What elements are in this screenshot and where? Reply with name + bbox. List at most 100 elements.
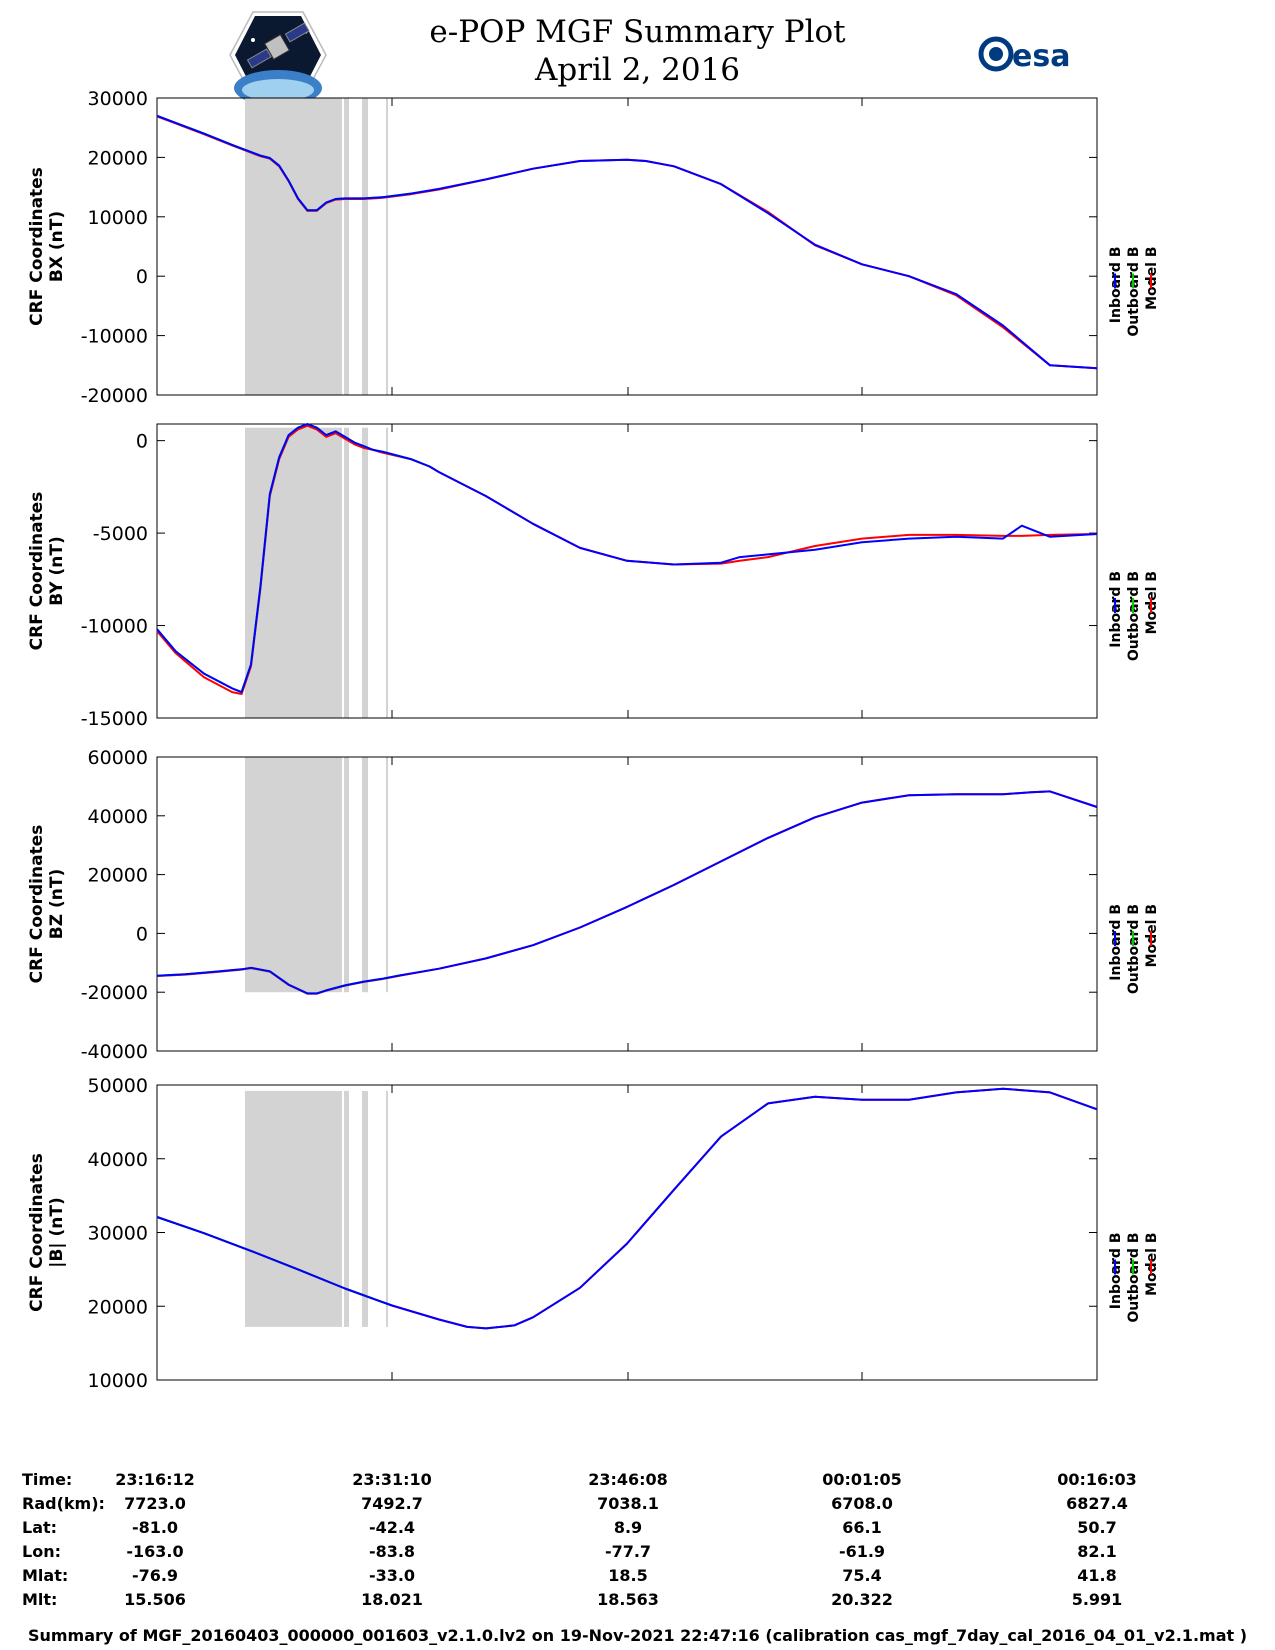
ephemeris-value: 00:01:05 (822, 1470, 902, 1489)
ephemeris-value: 00:16:03 (1057, 1470, 1137, 1489)
y-axis-label: BZ (nT) (47, 869, 67, 939)
ephemeris-label-mlat: Mlat: (22, 1566, 69, 1585)
ephemeris-value: 66.1 (842, 1518, 882, 1537)
cassiope-logo (229, 11, 327, 100)
ephemeris-value: 6827.4 (1066, 1494, 1128, 1513)
y-axis-label: CRF Coordinates (27, 167, 47, 326)
esa-logo: esa (978, 36, 1070, 74)
chart-panel-4: 50000 40000 30000 20000 10000 CRF Coordinates… (27, 1075, 1160, 1392)
y-tick-label: 20000 (88, 865, 148, 887)
data-gap-band (362, 98, 368, 395)
data-gap-band (362, 757, 368, 993)
ephemeris-value: 23:31:10 (352, 1470, 432, 1489)
ephemeris-value: -61.9 (838, 1542, 886, 1561)
data-gap-band (344, 427, 349, 718)
ephemeris-value: 18.5 (608, 1566, 648, 1585)
data-gap-band (245, 757, 342, 993)
y-tick-label: 30000 (88, 1223, 148, 1245)
legend-label: Outboard B (1126, 247, 1142, 337)
series-line-inboard-b (156, 790, 1098, 995)
y-axis-label: BY (nT) (47, 536, 67, 606)
ephemeris-value: 75.4 (842, 1566, 882, 1585)
y-tick-label: 20000 (88, 1296, 148, 1318)
ephemeris-value: 82.1 (1077, 1542, 1117, 1561)
y-tick-label: 0 (136, 266, 148, 288)
data-gap-band (362, 427, 368, 718)
ephemeris-value: -42.4 (368, 1518, 416, 1537)
ephemeris-value: -77.7 (604, 1542, 652, 1561)
ephemeris-label-lon: Lon: (22, 1542, 61, 1561)
ephemeris-value: 41.8 (1077, 1566, 1117, 1585)
ephemeris-value: 7038.1 (597, 1494, 659, 1513)
ephemeris-label-mlt: Mlt: (22, 1590, 58, 1609)
data-gap-band (386, 427, 388, 718)
plot-frame (156, 756, 1098, 1052)
data-gap-band (344, 98, 349, 395)
series-line-inboard-b (156, 1087, 1098, 1330)
y-tick-label: 10000 (88, 1370, 148, 1392)
ephemeris-value: 15.506 (124, 1590, 186, 1609)
y-tick-label: 10000 (88, 207, 148, 229)
ephemeris-label-lat: Lat: (22, 1518, 58, 1537)
ephemeris-value: -76.9 (131, 1566, 179, 1585)
y-tick-label: 20000 (88, 147, 148, 169)
y-tick-label: -15000 (81, 708, 148, 730)
ephemeris-value: 7723.0 (124, 1494, 186, 1513)
ephemeris-label-radius: Rad(km): (22, 1494, 105, 1513)
data-gap-band (245, 427, 342, 718)
data-gap-band (245, 98, 342, 395)
ephemeris-label-time: Time: (22, 1470, 73, 1489)
ephemeris-value: 7492.7 (361, 1494, 423, 1513)
series-line-inboard-b (156, 423, 1098, 694)
y-tick-label: 30000 (88, 88, 148, 110)
data-gap-band (362, 1090, 368, 1327)
svg-text:esa: esa (1012, 39, 1070, 74)
y-tick-label: 60000 (88, 747, 148, 769)
ephemeris-value: -163.0 (126, 1542, 184, 1561)
y-tick-label: 0 (136, 923, 148, 945)
y-tick-label: -10000 (81, 616, 148, 638)
ephemeris-value: -83.8 (368, 1542, 416, 1561)
plot-frame (156, 423, 1098, 719)
y-tick-label: -5000 (93, 523, 148, 545)
y-tick-label: -20000 (81, 385, 148, 407)
legend-label: Outboard B (1126, 1233, 1142, 1323)
chart-panel-3: 60000 40000 20000 0 -20000 -40000 CRF Coordina… (27, 747, 1160, 1063)
ephemeris-value: 18.563 (597, 1590, 659, 1609)
y-tick-label: -10000 (81, 326, 148, 348)
data-gap-band (386, 98, 388, 395)
page-title: e-POP MGF Summary Plot (429, 14, 846, 50)
y-tick-label: 40000 (88, 806, 148, 828)
legend-label: Outboard B (1126, 904, 1142, 994)
ephemeris-value: 6708.0 (831, 1494, 893, 1513)
y-axis-label: |B| (nT) (47, 1197, 67, 1268)
plot-frame (156, 97, 1098, 396)
y-tick-label: 0 (136, 431, 148, 453)
data-gap-band (386, 757, 388, 993)
series-line-inboard-b (156, 114, 1098, 370)
y-axis-label: CRF Coordinates (27, 492, 47, 651)
footer-caption: Summary of MGF_20160403_000000_001603_v2… (27, 1626, 1248, 1645)
chart-panel-1: 30000 20000 10000 0 -10000 -20000 CRF Coordina… (27, 88, 1160, 407)
y-tick-label: 50000 (88, 1075, 148, 1097)
y-tick-label: 40000 (88, 1149, 148, 1171)
ephemeris-value: -33.0 (368, 1566, 416, 1585)
page-date: April 2, 2016 (534, 52, 741, 88)
y-axis-label: BX (nT) (47, 211, 67, 282)
ephemeris-value: 8.9 (613, 1518, 643, 1537)
data-gap-band (344, 1090, 349, 1327)
ephemeris-value: 50.7 (1077, 1518, 1117, 1537)
ephemeris-value: 20.322 (831, 1590, 893, 1609)
ephemeris-value: 5.991 (1071, 1590, 1123, 1609)
data-gap-band (245, 1090, 342, 1327)
data-gap-band (386, 1090, 388, 1327)
plots-area: 30000 20000 10000 0 -10000 -20000 CRF Coordina… (27, 88, 1160, 1392)
y-axis-label: CRF Coordinates (27, 1153, 47, 1312)
y-axis-label: CRF Coordinates (27, 825, 47, 984)
ephemeris-value: 23:16:12 (115, 1470, 195, 1489)
data-gap-band (344, 757, 349, 993)
y-tick-label: -40000 (81, 1041, 148, 1063)
chart-panel-2: 0 -5000 -10000 -15000 CRF Coordinates BY (nT)… (27, 423, 1160, 730)
ephemeris-value: 23:46:08 (588, 1470, 668, 1489)
y-tick-label: -20000 (81, 982, 148, 1004)
